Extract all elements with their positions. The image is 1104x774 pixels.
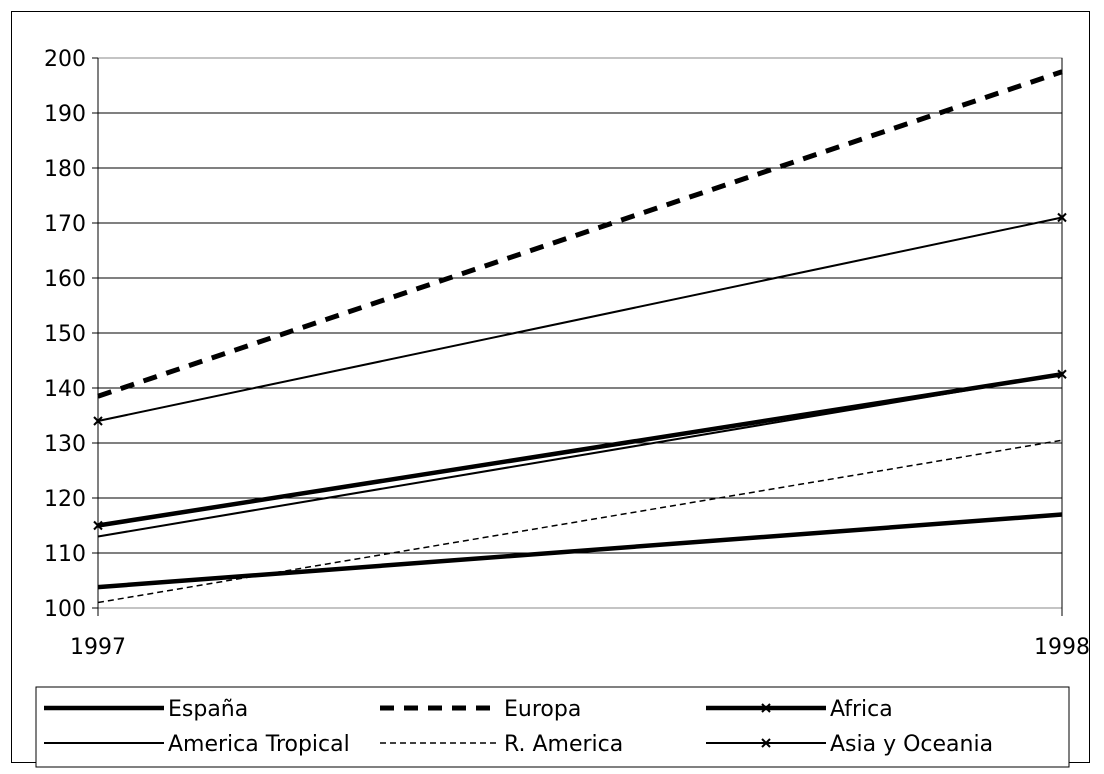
- y-tick-label: 140: [44, 377, 86, 402]
- y-tick-label: 130: [44, 432, 86, 457]
- series-line-4: [97, 439, 1063, 604]
- data-point-marker: [93, 520, 103, 531]
- legend-label: America Tropical: [168, 732, 350, 757]
- y-tick-label: 180: [44, 157, 86, 182]
- series-line-3: [97, 373, 1063, 538]
- legend-item: America Tropical: [44, 732, 350, 757]
- chart-frame: [11, 11, 1090, 763]
- legend-item: R. America: [380, 732, 623, 757]
- legend-item: Africa: [706, 697, 893, 722]
- y-tick-label: 200: [44, 47, 86, 72]
- legend-item: España: [44, 697, 248, 722]
- legend-marker: [761, 738, 771, 748]
- legend-box: [35, 686, 1070, 768]
- data-point-marker: [93, 416, 103, 426]
- y-tick-label: 190: [44, 102, 86, 127]
- legend-marker: [761, 703, 771, 713]
- x-tick-label: 1998: [1034, 635, 1090, 660]
- legend-label: Europa: [504, 697, 581, 722]
- y-tick-label: 160: [44, 267, 86, 292]
- legend-label: Africa: [830, 697, 893, 722]
- y-tick-label: 170: [44, 212, 86, 237]
- series-line-5: [97, 216, 1063, 422]
- axes: 100 110 120 130 140 150 160 170 180 190 200 1997 199…: [44, 47, 1090, 660]
- data-point-marker: [1057, 212, 1067, 223]
- legend-item: Asia y Oceania: [706, 732, 993, 757]
- y-tick-label: 120: [44, 487, 86, 512]
- legend-label: R. America: [504, 732, 623, 757]
- y-tick-label: 150: [44, 322, 86, 347]
- y-tick-label: 100: [44, 597, 86, 622]
- legend-item: Europa: [380, 697, 581, 722]
- series-line-1: [97, 69, 1063, 399]
- x-tick-label: 1997: [70, 635, 126, 660]
- legend-label: España: [168, 697, 248, 722]
- legend: España Europa Africa America Tropical R. Ame…: [35, 686, 1070, 768]
- series-lines: [93, 69, 1067, 604]
- legend-label: Asia y Oceania: [830, 732, 993, 757]
- y-tick-label: 110: [44, 542, 86, 567]
- series-line-2: [97, 372, 1063, 528]
- series-line-0: [97, 512, 1063, 590]
